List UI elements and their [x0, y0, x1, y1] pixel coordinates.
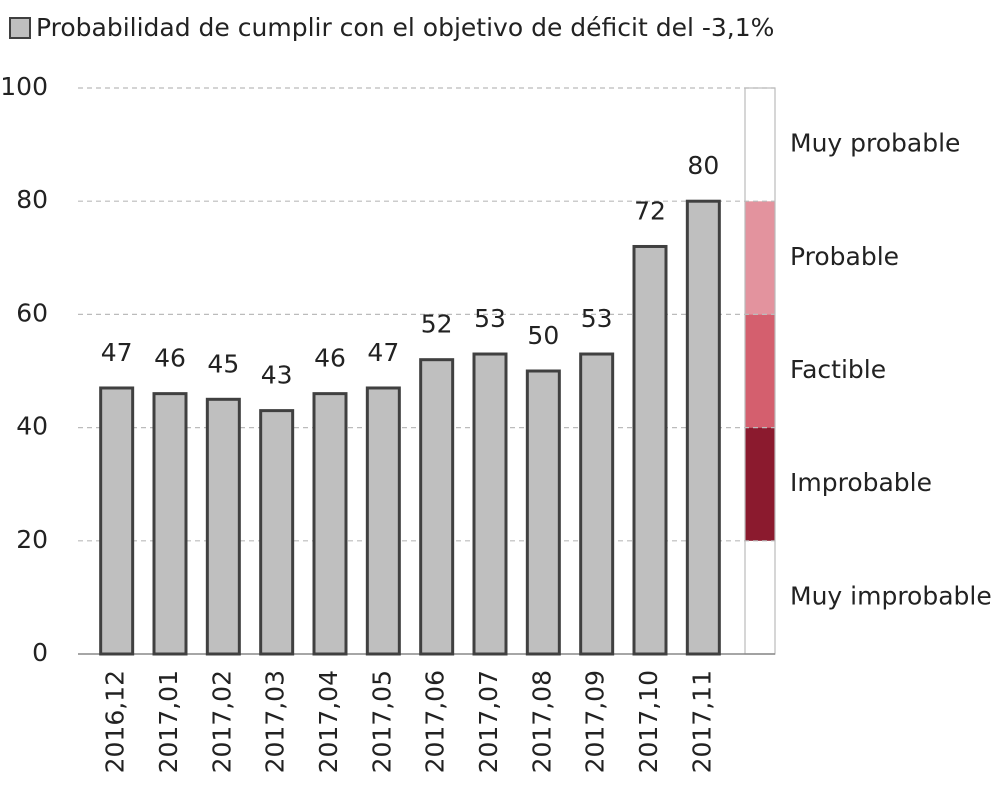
- band-label: Probable: [790, 242, 899, 271]
- x-tick-label: 2017,10: [634, 670, 663, 773]
- bar: [579, 352, 615, 656]
- x-tick-label: 2017,11: [687, 670, 716, 773]
- y-tick-label: 100: [0, 72, 48, 101]
- y-tick-label: 40: [16, 412, 48, 441]
- band-label: Factible: [790, 355, 886, 384]
- data-label: 50: [527, 321, 559, 350]
- data-label: 43: [261, 361, 293, 390]
- bar: [205, 397, 241, 656]
- band: [745, 427, 775, 541]
- legend-label: Probabilidad de cumplir con el objetivo …: [36, 13, 774, 42]
- data-label: 80: [687, 151, 719, 180]
- bar: [419, 358, 455, 656]
- data-label: 46: [154, 344, 186, 373]
- x-tick-label: 2017,03: [261, 670, 290, 773]
- bar: [365, 386, 401, 656]
- y-tick-label: 20: [16, 525, 48, 554]
- band: [745, 314, 775, 428]
- data-label: 47: [367, 338, 399, 367]
- band: [745, 540, 775, 654]
- data-label: 45: [207, 349, 239, 378]
- x-tick-label: 2017,05: [367, 670, 396, 773]
- x-tick-label: 2017,08: [527, 670, 556, 773]
- data-label: 53: [581, 304, 613, 333]
- band-label: Muy probable: [790, 129, 960, 158]
- band-label: Muy improbable: [790, 581, 992, 610]
- bar: [259, 409, 295, 656]
- data-label: 72: [634, 196, 666, 225]
- data-label: 46: [314, 344, 346, 373]
- bar: [632, 244, 668, 656]
- data-label: 47: [101, 338, 133, 367]
- bar: [685, 199, 721, 656]
- x-tick-label: 2016,12: [101, 670, 130, 773]
- legend-swatch: [9, 17, 31, 39]
- y-tick-label: 80: [16, 185, 48, 214]
- band-label: Improbable: [790, 468, 932, 497]
- bar: [99, 386, 135, 656]
- y-tick-label: 0: [32, 638, 48, 667]
- data-label: 52: [421, 310, 453, 339]
- bar: [525, 369, 561, 656]
- x-tick-label: 2017,04: [314, 670, 343, 773]
- band: [745, 201, 775, 315]
- x-tick-label: 2017,07: [474, 670, 503, 773]
- x-tick-label: 2017,01: [154, 670, 183, 773]
- bar: [152, 392, 188, 656]
- bar: [472, 352, 508, 656]
- x-tick-label: 2017,09: [581, 670, 610, 773]
- x-tick-label: 2017,06: [421, 670, 450, 773]
- y-tick-label: 60: [16, 298, 48, 327]
- band: [745, 88, 775, 202]
- data-label: 53: [474, 304, 506, 333]
- bar: [312, 392, 348, 656]
- x-tick-label: 2017,02: [207, 670, 236, 773]
